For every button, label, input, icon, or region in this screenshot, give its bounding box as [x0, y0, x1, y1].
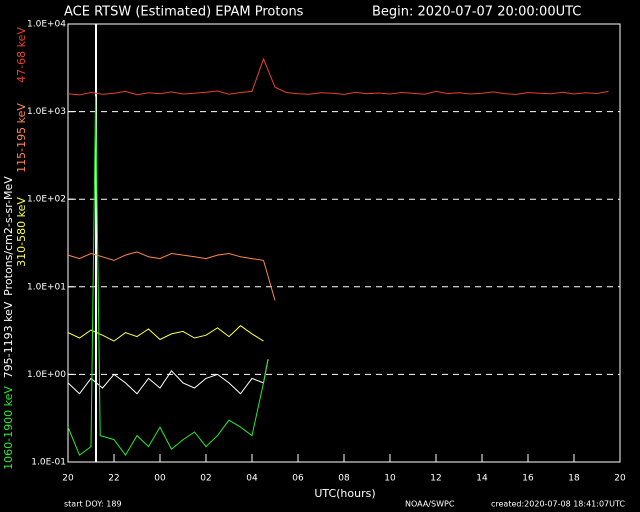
- legend-label: 795-1193 keV: [2, 301, 15, 378]
- y-tick-label: 1.0E+02: [27, 195, 66, 205]
- chart-subtitle: Begin: 2020-07-07 20:00:00UTC: [372, 5, 581, 20]
- legend-label: 47-68 keV: [15, 27, 28, 83]
- chart-title: ACE RTSW (Estimated) EPAM Protons: [64, 5, 304, 20]
- x-tick-label: 20: [614, 474, 626, 484]
- legend-label: 115-195 keV: [15, 103, 28, 173]
- y-tick-label: 1.0E+01: [27, 282, 66, 292]
- x-tick-label: 18: [568, 474, 580, 484]
- x-tick-label: 06: [292, 474, 304, 484]
- x-axis-label: UTC(hours): [314, 487, 375, 500]
- x-tick-label: 22: [108, 474, 119, 484]
- series-line: [67, 57, 609, 96]
- y-tick-label: 1.0E+03: [27, 107, 66, 117]
- x-tick-label: 12: [430, 474, 441, 484]
- series-line: [67, 358, 269, 395]
- x-tick-label: 20: [62, 474, 74, 484]
- y-tick-label: 1.0E+00: [27, 370, 66, 380]
- series-line: [67, 96, 269, 457]
- x-tick-label: 10: [384, 474, 396, 484]
- x-tick-label: 00: [154, 474, 166, 484]
- x-tick-label: 08: [338, 474, 350, 484]
- footer-left: start DOY: 189: [64, 500, 122, 509]
- x-tick-label: 04: [246, 474, 258, 484]
- x-tick-label: 02: [200, 474, 211, 484]
- x-tick-label: 14: [476, 474, 488, 484]
- series-line: [67, 325, 264, 342]
- plot-frame: [67, 23, 621, 463]
- legend-label: 1060-1900 keV: [2, 386, 15, 470]
- x-tick-label: 16: [522, 474, 534, 484]
- footer-right: created:2020-07-08 18:41:07UTC: [491, 500, 625, 509]
- legend-label: 310-580 keV: [15, 197, 28, 267]
- footer-mid: NOAA/SWPC: [405, 500, 455, 509]
- series-line: [67, 251, 276, 301]
- y-tick-label: 1.0E+04: [27, 20, 66, 30]
- y-tick-label: 1.0E-01: [31, 458, 66, 468]
- y-axis-label: Protons/cm2-s-sr-MeV: [2, 176, 15, 296]
